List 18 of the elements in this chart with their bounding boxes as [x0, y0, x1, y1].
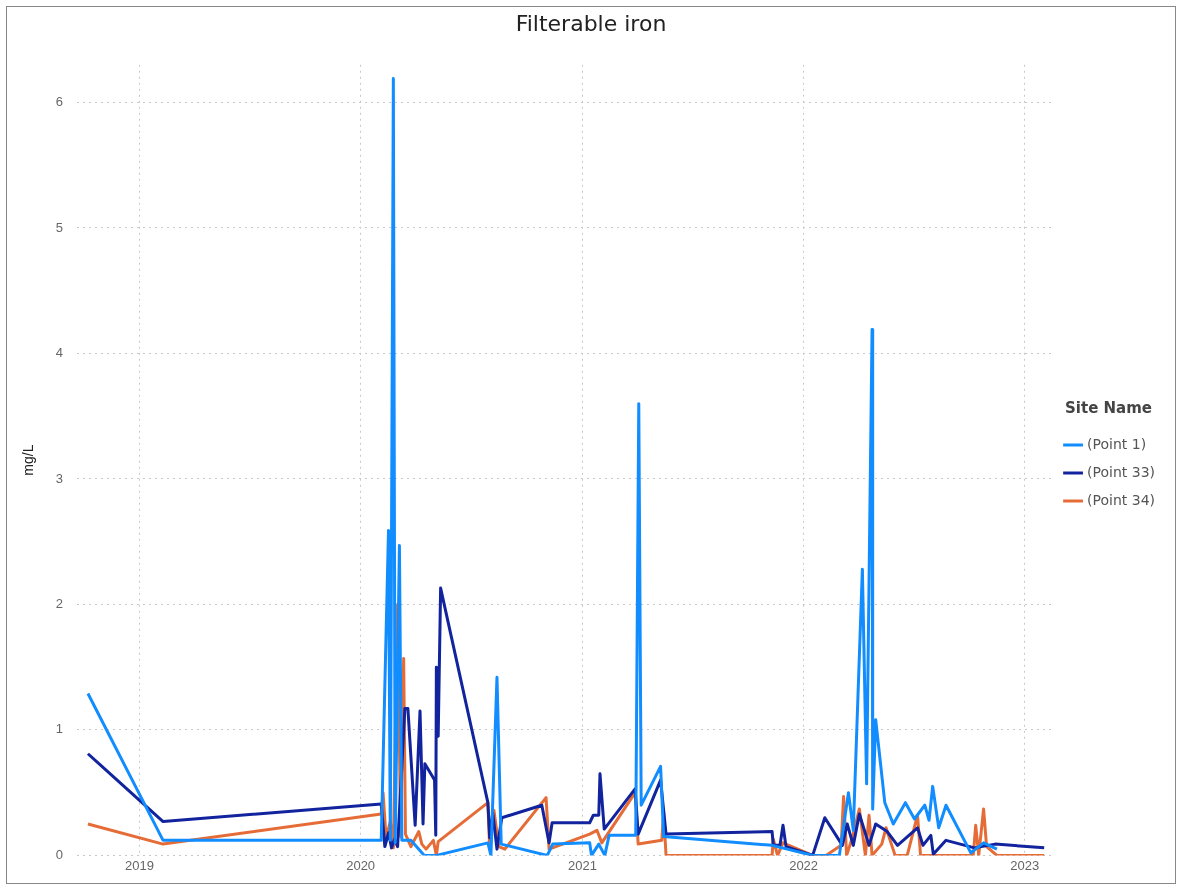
y-axis-title: mg/L [20, 444, 37, 476]
y-tick-label: 3 [55, 470, 64, 486]
legend-title: Site Name [1065, 399, 1153, 418]
legend-label: (Point 33) [1087, 463, 1155, 480]
legend-label: (Point 34) [1087, 491, 1155, 508]
x-tick-label: 2023 [1010, 857, 1040, 873]
x-tick-label: 2021 [567, 857, 597, 873]
chart-title: Filterable iron [514, 11, 668, 36]
y-tick-label: 6 [55, 94, 64, 110]
y-tick-label: 0 [55, 846, 64, 862]
y-tick-label: 5 [55, 219, 64, 235]
y-tick-label: 4 [55, 345, 64, 361]
x-tick-label: 2022 [789, 857, 819, 873]
y-tick-label: 1 [55, 721, 64, 737]
y-tick-label: 2 [55, 595, 64, 611]
legend-label: (Point 1) [1087, 435, 1147, 452]
x-tick-label: 2020 [346, 857, 376, 873]
x-tick-label: 2019 [124, 857, 154, 873]
